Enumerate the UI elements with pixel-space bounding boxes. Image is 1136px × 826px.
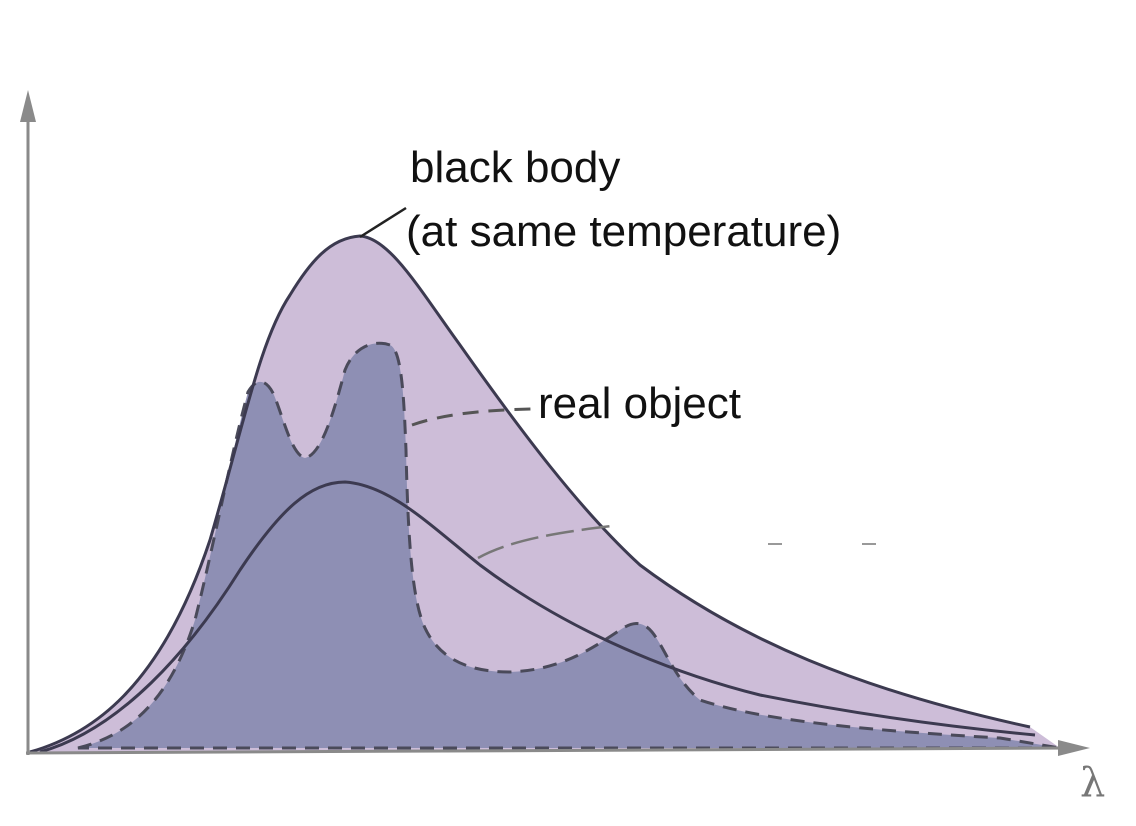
real-object-leader-line <box>411 407 533 427</box>
black-body-label-line1: black body <box>410 143 620 192</box>
real-object-area <box>77 341 1061 750</box>
grey-body-curve <box>39 480 1036 754</box>
black-body-leader-line <box>359 206 407 239</box>
real-object-label: real object <box>538 379 741 428</box>
x-axis-arrow <box>1058 740 1090 756</box>
black-body-curve <box>29 234 1031 754</box>
y-axis-arrow <box>20 90 36 122</box>
black-body-label-line2: (at same temperature) <box>406 207 841 256</box>
grey-body-leader-line <box>477 524 613 560</box>
x-axis <box>25 746 1073 755</box>
x-axis-label: λ <box>1080 760 1105 806</box>
